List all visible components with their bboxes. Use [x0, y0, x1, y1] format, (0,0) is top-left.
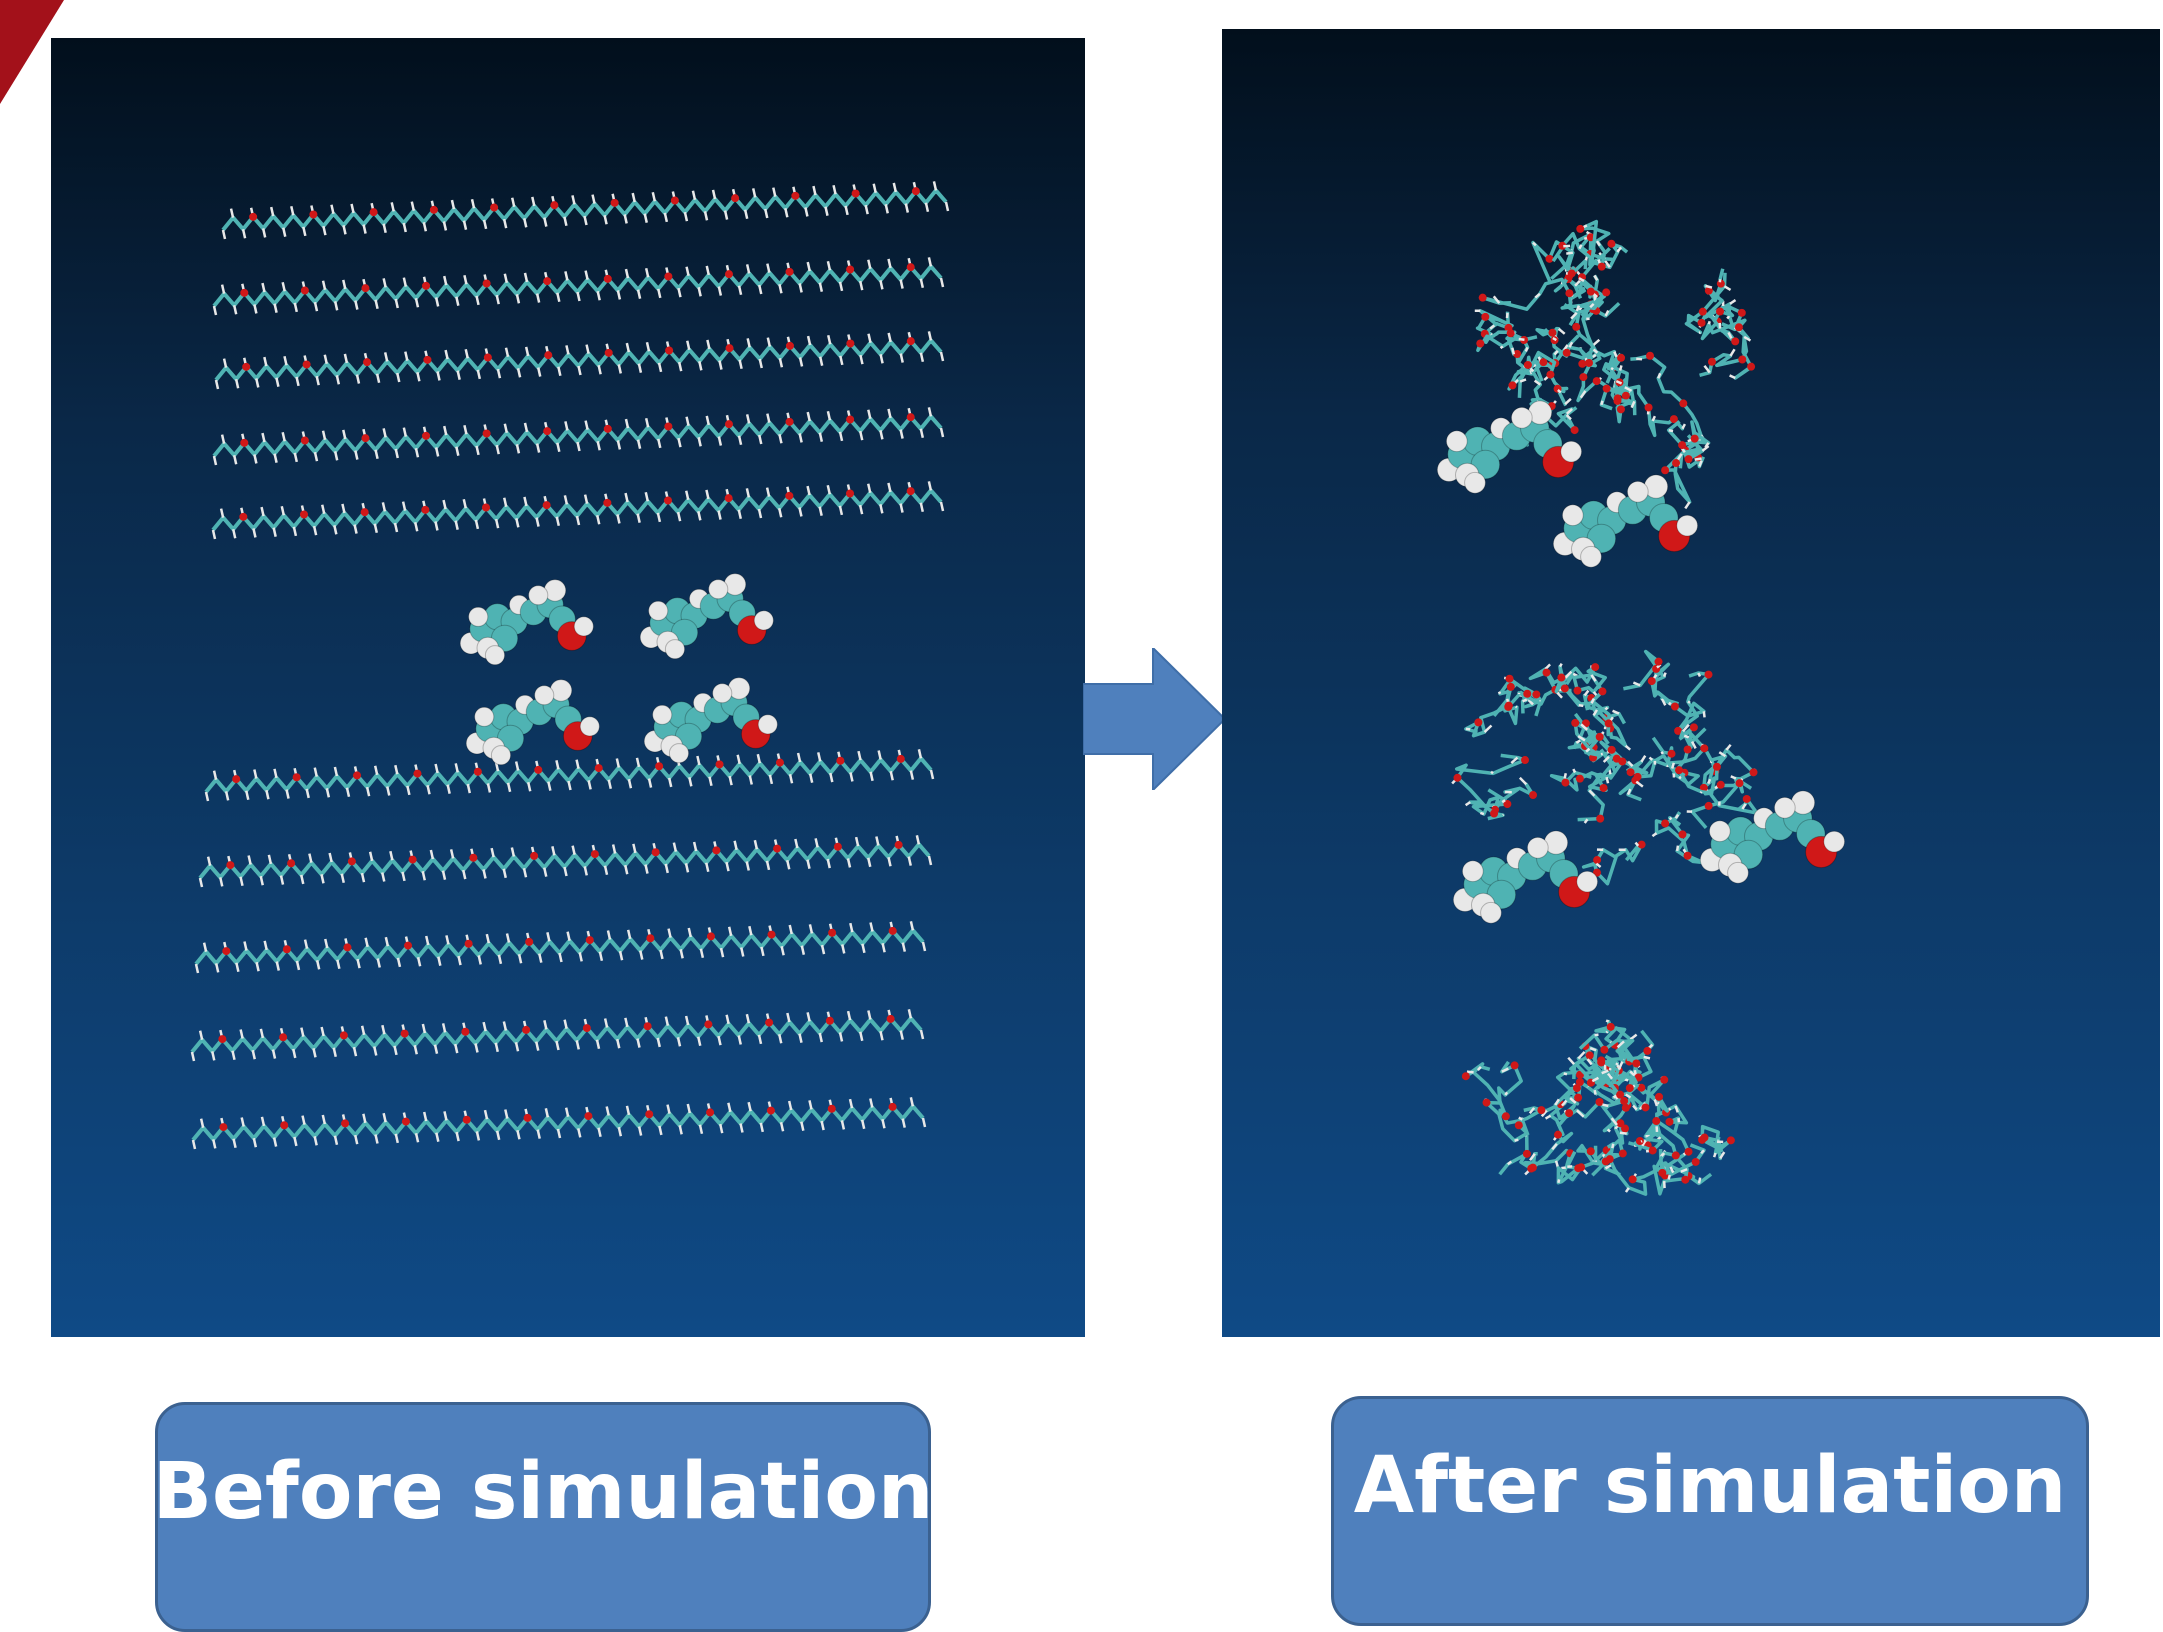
polymer-cluster [1462, 1020, 1735, 1194]
small-molecules [460, 574, 777, 765]
after-molecules-render [1222, 29, 2160, 1337]
small-molecule [466, 680, 599, 765]
before-simulation-label: Before simulation [155, 1402, 931, 1632]
right-arrow-icon [1083, 648, 1225, 790]
polymer-chain [223, 181, 948, 239]
polymer-chains [192, 181, 948, 1149]
polymer-chain [206, 749, 933, 801]
after-simulation-panel [1222, 29, 2160, 1337]
after-simulation-label: After simulation [1331, 1396, 2089, 1626]
small-molecule [460, 580, 593, 665]
polymer-chain [214, 407, 943, 465]
before-simulation-panel [51, 38, 1085, 1337]
small-molecule [640, 574, 773, 659]
small-molecule [1453, 831, 1597, 923]
polymer-chain [192, 1009, 923, 1061]
polymer-chain [193, 1097, 925, 1149]
polymer-chain [216, 331, 943, 389]
before-molecules-render [51, 38, 1085, 1337]
polymer-chain [200, 835, 931, 887]
polymer-cluster [1475, 222, 1755, 509]
polymer-chain [213, 481, 943, 539]
small-molecule [644, 678, 777, 763]
polymer-chain [214, 257, 943, 315]
polymer-chain [196, 921, 925, 973]
